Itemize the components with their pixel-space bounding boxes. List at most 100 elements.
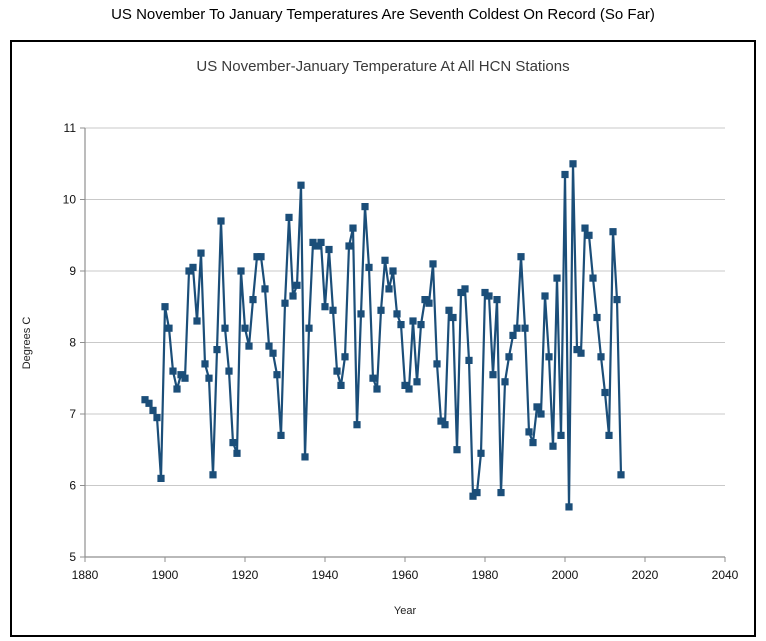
x-tick-label: 1960 (392, 568, 419, 582)
data-point (329, 306, 337, 314)
data-point (233, 449, 241, 457)
x-tick-label: 1980 (472, 568, 499, 582)
data-point (465, 356, 473, 364)
data-point (361, 203, 369, 211)
data-point (193, 317, 201, 325)
data-point (517, 253, 525, 261)
data-point (509, 331, 517, 339)
data-point (181, 374, 189, 382)
data-point (325, 245, 333, 254)
data-point (561, 170, 569, 179)
data-point (461, 285, 469, 293)
data-point (277, 431, 285, 439)
data-point (565, 503, 573, 511)
data-point (153, 414, 161, 422)
data-point (185, 267, 193, 275)
data-point (257, 253, 265, 261)
data-point (469, 492, 477, 500)
data-point (597, 353, 605, 361)
data-point (353, 421, 361, 429)
data-point (385, 285, 393, 293)
y-axis-title: Degrees C (21, 317, 33, 370)
data-point (201, 360, 209, 368)
data-point (593, 313, 601, 322)
data-point (369, 374, 377, 382)
data-point (449, 313, 457, 322)
data-point (349, 224, 357, 232)
data-point (617, 471, 625, 479)
data-point (169, 367, 177, 375)
data-point (573, 346, 581, 354)
data-point (229, 439, 237, 447)
data-point (341, 353, 349, 361)
data-point (269, 349, 277, 357)
data-point (489, 371, 497, 379)
data-point (381, 256, 389, 264)
page-title: US November To January Temperatures Are … (111, 6, 655, 23)
x-tick-label: 1900 (152, 568, 179, 582)
data-point (225, 367, 233, 375)
data-point (221, 324, 229, 332)
y-tick-label: 11 (64, 121, 77, 135)
x-tick-label: 2020 (632, 568, 659, 582)
data-point (245, 342, 253, 350)
data-point (569, 160, 577, 168)
data-point (333, 367, 341, 375)
y-tick-label: 5 (69, 550, 76, 564)
data-point (397, 321, 405, 329)
data-point (177, 371, 185, 379)
data-point (505, 353, 513, 361)
data-point (481, 288, 489, 297)
data-point (493, 296, 501, 304)
data-point (305, 324, 313, 332)
data-point (217, 217, 225, 225)
data-point (173, 385, 181, 393)
data-point (281, 299, 289, 307)
data-point (553, 274, 561, 282)
data-point (521, 324, 529, 332)
data-point (309, 238, 317, 246)
data-point (141, 396, 149, 404)
data-point (601, 388, 609, 397)
data-point (189, 263, 197, 271)
data-point (405, 385, 413, 393)
data-point (161, 303, 169, 311)
data-point (389, 267, 397, 275)
data-point (525, 428, 533, 436)
data-point (365, 263, 373, 271)
data-point (285, 213, 293, 221)
data-point (457, 288, 465, 297)
x-tick-label: 1880 (72, 568, 99, 582)
data-point (149, 406, 157, 414)
data-point (473, 489, 481, 497)
data-point (345, 242, 353, 250)
x-tick-label: 2040 (712, 568, 739, 582)
data-point (165, 324, 173, 332)
data-point (529, 439, 537, 447)
y-tick-label: 8 (69, 336, 76, 350)
y-tick-label: 10 (63, 193, 77, 207)
data-point (261, 285, 269, 293)
data-point (541, 292, 549, 300)
data-point (445, 306, 453, 314)
axes (80, 127, 726, 562)
chart-title: US November-January Temperature At All H… (196, 58, 570, 75)
data-point (453, 446, 461, 454)
data-point (401, 381, 409, 389)
data-point (313, 242, 321, 250)
data-point (429, 260, 437, 268)
temperature-series (141, 160, 625, 511)
x-tick-label: 1920 (232, 568, 259, 582)
data-point (613, 296, 621, 304)
data-point (237, 267, 245, 275)
data-point (145, 399, 153, 407)
data-point (241, 324, 249, 332)
data-point (301, 453, 309, 461)
data-point (409, 317, 417, 325)
data-point (413, 378, 421, 386)
data-point (317, 238, 325, 246)
series-line (143, 162, 623, 508)
data-point (557, 431, 565, 439)
data-point (433, 360, 441, 368)
